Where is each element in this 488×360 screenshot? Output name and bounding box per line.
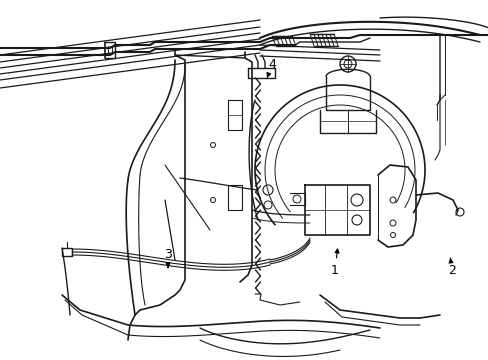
Text: 3: 3	[164, 248, 172, 267]
Text: 2: 2	[447, 258, 455, 276]
Text: 4: 4	[266, 58, 275, 77]
Text: 1: 1	[330, 249, 338, 276]
